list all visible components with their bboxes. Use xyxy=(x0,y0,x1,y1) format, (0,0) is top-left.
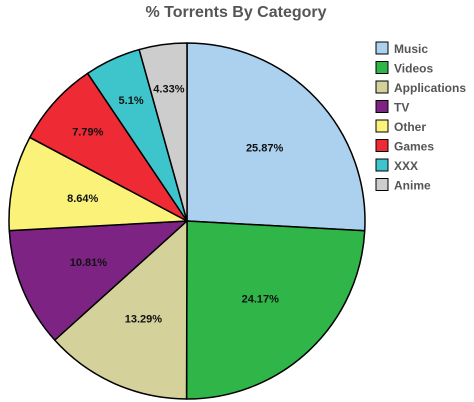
slice-label-xxx: 5.1% xyxy=(119,95,144,107)
legend-label-other: Other xyxy=(394,120,426,134)
slice-label-tv: 10.81% xyxy=(70,257,108,269)
pie-slice-applications xyxy=(54,220,188,400)
slice-label-videos: 24.17% xyxy=(242,294,280,306)
legend-swatch-videos xyxy=(375,61,389,74)
legend-label-videos: Videos xyxy=(394,62,433,76)
legend-label-tv: TV xyxy=(394,101,409,115)
pie-slice-music xyxy=(186,42,366,232)
legend-label-anime: Anime xyxy=(394,179,431,193)
legend-label-games: Games xyxy=(394,140,434,154)
slice-labels: 25.87% 24.17% 13.29% 10.81% 8.64% 7.79% 5.1% 4.… xyxy=(67,84,283,326)
pie-slice-anime xyxy=(138,42,188,222)
slice-label-music: 25.87% xyxy=(246,143,284,155)
slice-label-anime: 4.33% xyxy=(153,84,184,96)
legend-swatch-tv xyxy=(375,100,389,113)
legend-swatch-applications xyxy=(375,80,389,94)
legend-swatch-anime xyxy=(375,178,389,191)
slice-label-games: 7.79% xyxy=(72,127,103,139)
legend-label-applications: Applications xyxy=(394,81,466,95)
pie-slice-tv xyxy=(8,220,188,341)
legend-swatch-xxx xyxy=(375,158,389,172)
pie-slice-other xyxy=(8,136,188,232)
legend-swatch-other xyxy=(375,119,389,133)
legend-swatch-music xyxy=(375,41,389,55)
legend: Music Videos Applications TV Other Games XXX An… xyxy=(375,41,466,193)
legend-label-music: Music xyxy=(394,42,428,56)
slice-label-applications: 13.29% xyxy=(125,314,163,326)
slice-label-other: 8.64% xyxy=(67,193,98,205)
legend-label-xxx: XXX xyxy=(394,159,418,173)
pie-slices xyxy=(8,42,366,400)
chart-title: % Torrents By Category xyxy=(145,4,326,21)
legend-swatch-games xyxy=(375,139,389,152)
pie-slice-videos xyxy=(185,220,366,400)
